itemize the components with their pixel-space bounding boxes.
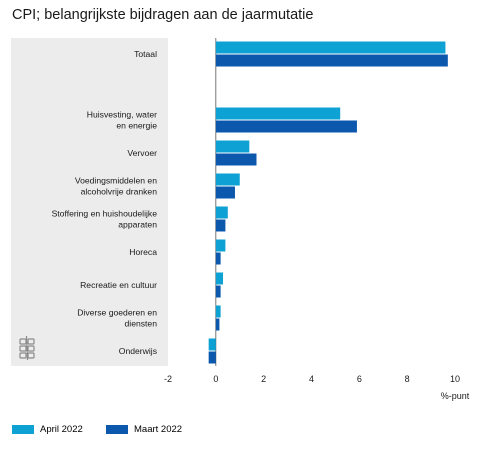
category-panel	[11, 38, 168, 366]
x-tick-label-3: 4	[309, 374, 314, 384]
x-tick-label-4: 6	[357, 374, 362, 384]
bar-april-0	[215, 41, 446, 54]
x-tick-label-1: 0	[213, 374, 218, 384]
legend-item-april: April 2022	[12, 424, 83, 435]
category-label-7: Diverse goederen en diensten	[77, 308, 157, 329]
bar-april-8	[208, 338, 216, 351]
bar-maart-5	[215, 252, 221, 265]
x-tick-label-0: -2	[164, 374, 172, 384]
bar-april-5	[215, 239, 226, 252]
bar-maart-7	[215, 318, 220, 331]
category-label-4: Stoffering en huishoudelijke apparaten	[52, 209, 158, 230]
x-tick-label-2: 2	[261, 374, 266, 384]
legend-swatch-april	[12, 425, 34, 434]
category-label-0: Totaal	[134, 49, 157, 59]
category-label-2: Vervoer	[127, 148, 157, 158]
bar-maart-6	[215, 285, 221, 298]
category-label-3: Voedingsmiddelen en alcoholvrije dranken	[75, 176, 157, 197]
category-label-6: Recreatie en cultuur	[80, 280, 157, 290]
bar-april-4	[215, 206, 228, 219]
category-label-8: Onderwijs	[119, 346, 157, 356]
x-tick-label-5: 8	[405, 374, 410, 384]
bar-maart-8	[208, 351, 216, 364]
bar-april-7	[215, 305, 221, 318]
legend-label-april: April 2022	[40, 424, 83, 435]
bar-maart-3	[215, 186, 235, 199]
category-label-5: Horeca	[129, 247, 157, 257]
bar-maart-2	[215, 153, 257, 166]
legend-item-maart: Maart 2022	[106, 424, 182, 435]
bar-april-2	[215, 140, 250, 153]
bar-april-3	[215, 173, 240, 186]
category-label-1: Huisvesting, water en energie	[87, 110, 157, 131]
bar-april-6	[215, 272, 224, 285]
cbs-logo-icon	[19, 335, 35, 361]
bar-maart-0	[215, 54, 448, 67]
x-tick-label-6: 10	[450, 374, 460, 384]
bar-april-1	[215, 107, 341, 120]
legend-label-maart: Maart 2022	[134, 424, 183, 435]
legend-swatch-maart	[106, 425, 128, 434]
bar-maart-4	[215, 219, 226, 232]
bar-maart-1	[215, 120, 357, 133]
x-axis-unit-label: %-punt	[441, 391, 470, 401]
chart-title: CPI; belangrijkste bijdragen aan de jaar…	[12, 7, 314, 23]
